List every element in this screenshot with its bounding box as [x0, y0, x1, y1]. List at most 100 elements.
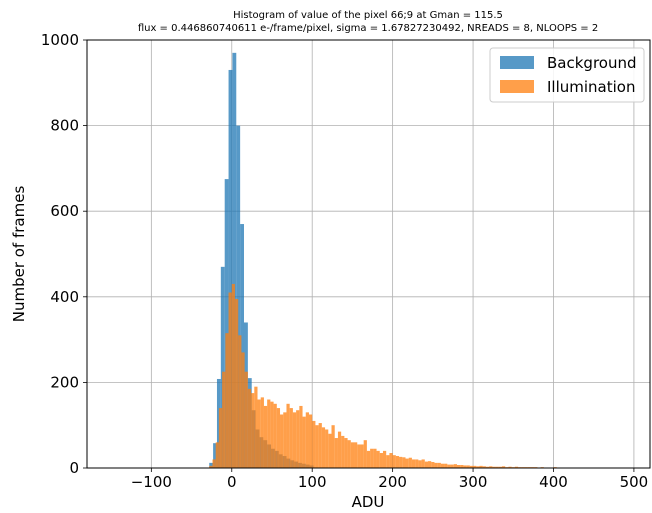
background-bar	[213, 443, 217, 468]
x-tick-label: 500	[620, 473, 649, 491]
illumination-bar	[434, 462, 438, 468]
background-bar	[232, 52, 237, 469]
illumination-bar	[296, 410, 300, 468]
illumination-bar	[263, 405, 268, 468]
illumination-bar	[502, 466, 506, 468]
illumination-bar	[209, 465, 213, 468]
legend: Background Illumination	[489, 47, 645, 103]
illumination-bar	[251, 393, 255, 468]
y-tick-label: 600	[50, 202, 79, 220]
legend-swatch-illumination	[500, 80, 534, 93]
illumination-bar	[222, 371, 226, 468]
illumination-bar	[292, 412, 297, 468]
illumination-bar	[254, 386, 258, 468]
illumination-bar	[418, 460, 422, 468]
illumination-bar	[234, 298, 239, 468]
background-bar	[224, 179, 229, 468]
illumination-bar	[473, 465, 477, 468]
illumination-bar	[257, 399, 261, 468]
background-bar	[220, 266, 225, 468]
illumination-bar	[444, 463, 448, 468]
illumination-bar	[440, 463, 445, 468]
x-axis-label: ADU	[352, 493, 385, 511]
illumination-bar	[469, 465, 474, 468]
illumination-bar	[344, 438, 348, 468]
background-bar	[236, 125, 241, 468]
illumination-bar	[408, 457, 412, 468]
illumination-bar	[305, 412, 309, 468]
illumination-bar	[270, 401, 274, 468]
illumination-bar	[379, 453, 383, 468]
illumination-bar	[489, 466, 493, 468]
illumination-bar	[331, 425, 335, 468]
illumination-bar	[225, 333, 229, 468]
illumination-bar	[382, 450, 387, 468]
y-tick-label: 800	[50, 117, 79, 135]
illumination-bar	[312, 420, 316, 468]
background-bar	[240, 224, 244, 468]
illumination-bar	[460, 465, 464, 468]
illumination-bar	[244, 371, 248, 468]
x-tick-label: 0	[227, 473, 237, 491]
illumination-bar	[215, 442, 219, 468]
illumination-bar	[402, 457, 406, 468]
x-tick-label: 300	[459, 473, 488, 491]
illumination-bar	[283, 412, 287, 468]
illumination-bar	[411, 459, 416, 468]
illumination-bar	[238, 335, 242, 468]
x-tick-label: 400	[539, 473, 568, 491]
illumination-bar	[479, 465, 483, 468]
illumination-bar	[341, 435, 345, 468]
chart-title-line-1: Histogram of value of the pixel 66;9 at …	[233, 10, 503, 21]
axis-ticks: −100 0 100 200 300 400 500 0 200 400 600 800 1000	[41, 31, 648, 491]
illumination-bar	[495, 466, 499, 468]
illumination-bar	[328, 433, 332, 468]
illumination-bar	[318, 423, 322, 468]
y-axis-label: Number of frames	[10, 186, 28, 323]
illumination-bar	[321, 427, 326, 468]
illumination-bar	[308, 414, 313, 468]
y-tick-label: 400	[50, 288, 79, 306]
illumination-bar	[212, 459, 216, 468]
illumination-bar	[347, 440, 351, 468]
illumination-bar	[228, 292, 232, 468]
y-tick-label: 1000	[41, 31, 79, 49]
illumination-bar	[437, 462, 441, 468]
illumination-bar	[276, 408, 281, 468]
illumination-bar	[386, 455, 390, 468]
illumination-bar	[405, 458, 409, 468]
illumination-bar	[373, 448, 377, 468]
illumination-bar	[447, 464, 451, 468]
illumination-bar	[428, 461, 432, 468]
illumination-bar	[395, 456, 400, 468]
illumination-bar	[350, 442, 355, 468]
illumination-bar	[325, 429, 329, 468]
x-tick-label: 100	[298, 473, 327, 491]
illumination-bar	[498, 466, 503, 468]
illumination-bar	[286, 403, 290, 468]
illumination-bar	[399, 456, 403, 468]
illumination-bar	[247, 388, 252, 468]
illumination-bar	[456, 465, 461, 468]
illumination-bar	[492, 466, 496, 468]
legend-label-background: Background	[547, 54, 637, 72]
illumination-bars	[209, 283, 605, 468]
illumination-bar	[508, 466, 512, 468]
y-tick-label: 200	[50, 373, 79, 391]
x-tick-label: −100	[131, 473, 172, 491]
illumination-bar	[485, 466, 490, 468]
illumination-bar	[376, 450, 380, 468]
illumination-bar	[463, 465, 467, 468]
illumination-bar	[315, 425, 319, 468]
plot-frame	[86, 39, 651, 469]
illumination-bar	[370, 448, 374, 468]
illumination-bar	[466, 465, 470, 468]
illumination-bar	[337, 431, 342, 468]
illumination-bar	[421, 459, 425, 468]
legend-label-illumination: Illumination	[547, 78, 635, 96]
illumination-bar	[363, 440, 367, 468]
illumination-bar	[450, 464, 454, 468]
legend-swatch-background	[500, 56, 534, 69]
background-bar	[209, 462, 214, 468]
